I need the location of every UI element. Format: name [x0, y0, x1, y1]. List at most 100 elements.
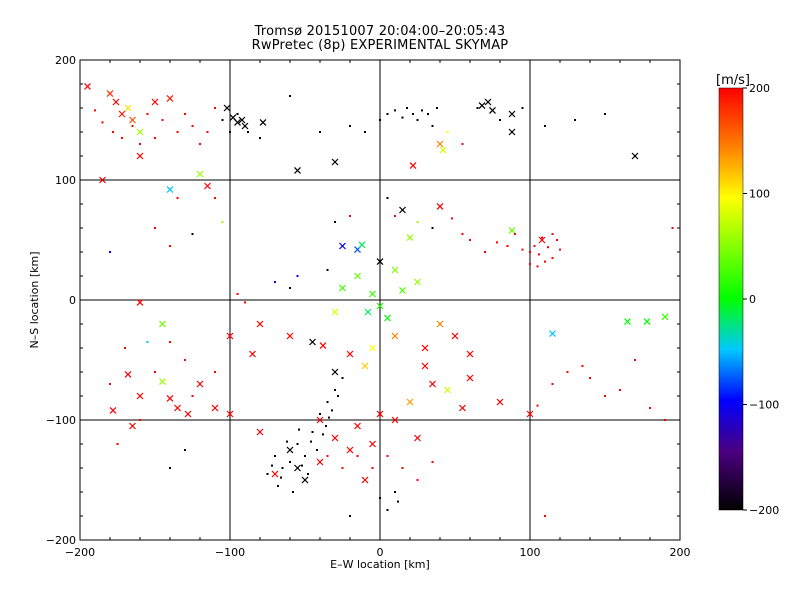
- cross-marker: [508, 128, 516, 136]
- x-tick-label: 0: [377, 546, 384, 559]
- dot-marker: [496, 241, 498, 244]
- dot-marker: [334, 389, 336, 391]
- dot-marker: [337, 395, 339, 397]
- cross-marker: [109, 406, 117, 414]
- dot-marker: [109, 383, 111, 385]
- y-tick-label: 0: [69, 294, 76, 307]
- dot-marker: [326, 269, 329, 271]
- cross-marker: [184, 410, 192, 418]
- cross-marker: [643, 318, 651, 326]
- dot-marker: [169, 467, 171, 469]
- data-points: [84, 82, 674, 517]
- dot-marker: [589, 377, 591, 379]
- dot-marker: [286, 440, 288, 443]
- axis-ticks: −200 −100 0 100 200 −200 −100 0 100 200: [46, 54, 691, 559]
- dot-marker: [476, 107, 479, 109]
- cross-marker: [159, 378, 166, 386]
- dot-marker: [544, 515, 546, 517]
- dot-marker: [431, 461, 434, 463]
- dot-marker: [394, 215, 396, 217]
- dot-marker: [277, 485, 279, 487]
- dot-marker: [131, 125, 134, 127]
- dot-marker: [154, 137, 156, 139]
- cross-marker: [508, 226, 516, 234]
- cross-marker: [369, 344, 376, 352]
- cross-marker: [391, 332, 399, 340]
- cross-marker: [99, 176, 106, 184]
- cross-marker: [331, 308, 339, 316]
- cross-marker: [166, 94, 174, 102]
- dot-marker: [139, 419, 141, 421]
- cross-marker: [339, 284, 346, 292]
- cross-marker: [484, 98, 492, 106]
- cross-marker: [166, 186, 174, 194]
- x-tick-label: −200: [65, 546, 95, 559]
- dot-marker: [541, 236, 543, 239]
- cross-marker: [466, 350, 474, 358]
- dot-marker: [124, 347, 126, 349]
- dot-marker: [574, 119, 576, 121]
- dot-marker: [421, 109, 423, 112]
- dot-marker: [319, 131, 321, 133]
- dot-marker: [199, 143, 201, 145]
- cross-marker: [346, 446, 354, 454]
- dot-marker: [499, 119, 501, 121]
- cross-marker: [436, 320, 444, 328]
- cross-marker: [136, 128, 144, 136]
- dot-marker: [271, 464, 273, 467]
- cross-marker: [238, 116, 246, 124]
- cross-marker: [369, 440, 376, 448]
- cross-marker: [211, 404, 219, 412]
- dot-marker: [544, 260, 546, 263]
- cross-marker: [364, 308, 372, 316]
- cross-marker: [361, 362, 369, 370]
- dot-marker: [176, 197, 179, 199]
- cross-marker: [508, 110, 516, 118]
- cross-marker: [136, 152, 144, 160]
- cross-marker: [286, 332, 294, 340]
- dot-marker: [379, 497, 381, 499]
- dot-marker: [379, 119, 381, 121]
- dot-marker: [289, 461, 291, 463]
- dot-marker: [121, 137, 123, 139]
- dot-marker: [664, 419, 666, 421]
- dot-marker: [281, 467, 284, 469]
- dot-marker: [436, 107, 438, 109]
- dot-marker: [671, 227, 674, 229]
- cross-marker: [439, 146, 447, 154]
- colorbar-ticks: 200 100 0 −100 −200: [743, 82, 779, 517]
- colorbar: [718, 87, 744, 511]
- cross-marker: [196, 380, 204, 388]
- cross-marker: [361, 476, 369, 484]
- cross-marker: [376, 410, 384, 418]
- dot-marker: [322, 433, 324, 436]
- dot-marker: [416, 221, 419, 223]
- dot-marker: [547, 246, 549, 249]
- dot-marker: [394, 491, 396, 493]
- dot-marker: [296, 275, 299, 277]
- cross-marker: [339, 242, 346, 250]
- dot-marker: [214, 371, 216, 373]
- dot-marker: [326, 401, 329, 403]
- dot-marker: [431, 227, 434, 229]
- colorbar-tick-label: 200: [749, 82, 770, 95]
- dot-marker: [101, 121, 104, 124]
- cross-marker: [204, 182, 211, 190]
- dot-marker: [191, 395, 194, 397]
- dot-marker: [307, 473, 309, 475]
- dot-marker: [311, 431, 314, 433]
- dot-marker: [431, 125, 434, 127]
- cross-marker: [399, 206, 406, 214]
- cross-marker: [249, 350, 256, 358]
- dot-marker: [427, 113, 429, 115]
- cross-marker: [294, 464, 301, 472]
- dot-marker: [356, 455, 359, 457]
- dot-marker: [604, 113, 606, 115]
- dot-marker: [161, 119, 164, 121]
- dot-marker: [529, 251, 531, 253]
- cross-marker: [436, 202, 444, 210]
- dot-marker: [169, 341, 171, 343]
- cross-marker: [346, 350, 354, 358]
- cross-marker: [136, 392, 144, 400]
- colorbar-tick-label: 0: [749, 293, 756, 306]
